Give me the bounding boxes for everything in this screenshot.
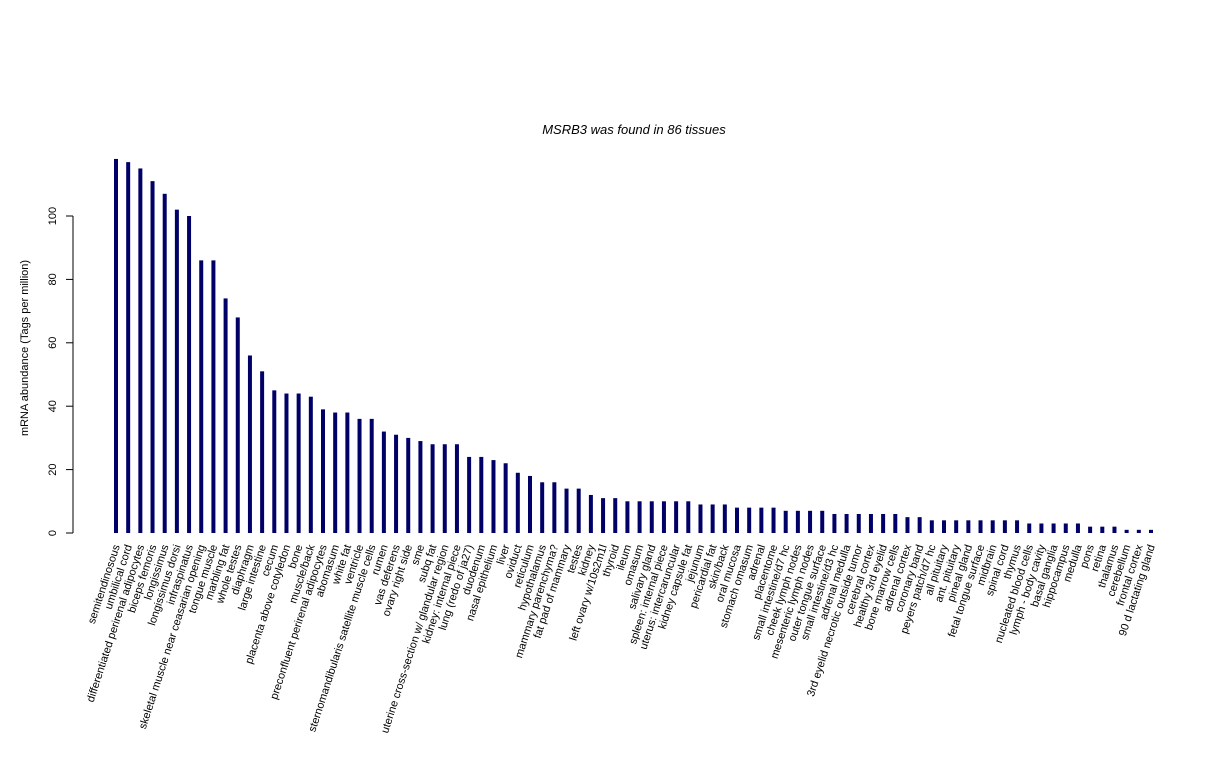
bar [625,501,630,533]
y-tick-label: 100 [47,207,59,225]
bar [588,494,593,533]
bar [114,158,118,533]
bar [576,488,581,533]
y-tick-label: 80 [47,273,59,285]
bar [710,504,715,533]
bar [187,216,192,533]
bar [820,510,825,533]
bar [272,390,277,533]
bar [235,317,240,533]
bar [467,456,472,533]
y-axis-label: mRNA abundance (Tags per million) [19,260,31,436]
bar [881,513,886,533]
bar [381,431,386,533]
bar [942,520,946,533]
bar [1100,526,1105,533]
bar [211,260,216,533]
bar [1027,523,1032,533]
bar [966,520,971,533]
bar [357,418,362,533]
bar [1112,526,1117,533]
y-tick-label: 20 [47,463,59,475]
bar [369,418,374,533]
bar [978,520,983,533]
bar [832,513,837,533]
bar [1039,523,1044,533]
bar [394,434,399,533]
bar [905,517,910,533]
bar [686,501,691,533]
bar [637,501,642,533]
bar [406,437,411,533]
bar [1136,529,1141,533]
bar [442,444,447,533]
bar [698,504,703,533]
bar [747,507,752,533]
bar [1149,529,1153,533]
bar [722,504,727,533]
y-tick-label: 40 [47,400,59,412]
bar [515,472,520,533]
bar [759,507,764,533]
bar [430,444,435,533]
bar [479,456,484,533]
bar [661,501,666,533]
bar [1002,520,1007,533]
bar [308,396,313,533]
bar [223,298,228,533]
bar [528,475,532,533]
bar [856,513,861,533]
bar [150,181,155,533]
bar [1051,523,1056,533]
bar [552,482,557,533]
bar [564,488,569,533]
bar [917,517,922,533]
bar [126,162,131,534]
bar [613,498,618,533]
bar [491,460,496,533]
bar [674,501,679,533]
bar [284,393,289,533]
bar [260,371,265,533]
bar [296,393,301,533]
chart-title: MSRB3 was found in 86 tissues [542,122,726,137]
bar [162,193,167,533]
bar [601,498,606,533]
bar [540,482,545,533]
bar [1124,529,1129,533]
bar [954,520,959,533]
bar [247,355,252,533]
bar [138,168,143,533]
bar [454,444,459,533]
bar [844,513,849,533]
bar [321,409,325,533]
bar [929,520,934,533]
bar [1075,523,1080,533]
bar [1063,523,1068,533]
bar [893,513,898,533]
bar [199,260,204,533]
bar [783,510,788,533]
bar [418,441,423,533]
bar [795,510,800,533]
bar [1015,520,1020,533]
bar [990,520,995,533]
bar [735,507,739,533]
bar [649,501,654,533]
y-tick-label: 0 [47,530,59,536]
bar [808,510,813,533]
bar [503,463,508,533]
bar [868,513,873,533]
y-tick-label: 60 [47,337,59,349]
bar [771,507,776,533]
bar [174,209,179,533]
bar [333,412,338,533]
bar [345,412,350,533]
bar [1088,526,1093,533]
